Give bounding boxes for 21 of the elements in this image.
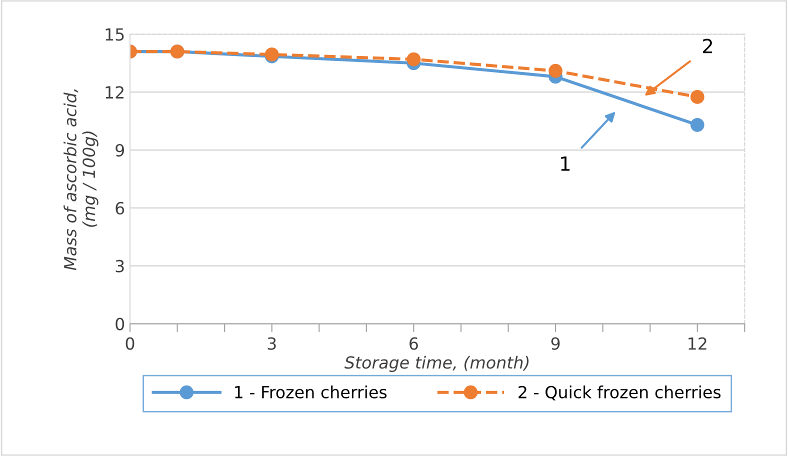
y-tick-label: 9	[116, 144, 124, 157]
y-tick-label: 6	[116, 202, 124, 215]
legend-label: 1 - Frozen cherries	[235, 386, 387, 398]
x-tick-label: 6	[410, 337, 418, 350]
x-tick-label: 12	[688, 337, 706, 350]
annotation: 2	[703, 38, 712, 54]
x-tick-label: 3	[268, 337, 276, 350]
x-axis-title: Storage time, (month)	[344, 356, 529, 372]
y-tick-label: 3	[116, 260, 124, 272]
y-tick-label: 15	[106, 28, 124, 41]
point	[548, 64, 562, 78]
x-tick-label: 9	[551, 337, 560, 350]
annotation: 1	[561, 156, 570, 171]
x-tick-label: 0	[126, 337, 134, 350]
y-tick-label: 0	[116, 318, 124, 330]
point	[690, 118, 704, 132]
point	[690, 90, 704, 104]
point	[406, 52, 421, 66]
y-axis-title: Mass of ascorbic acid, (mg / 100g)	[64, 89, 98, 270]
y-tick-label: 12	[106, 86, 124, 98]
legend-label: 2 - Quick frozen cherries	[518, 386, 721, 400]
